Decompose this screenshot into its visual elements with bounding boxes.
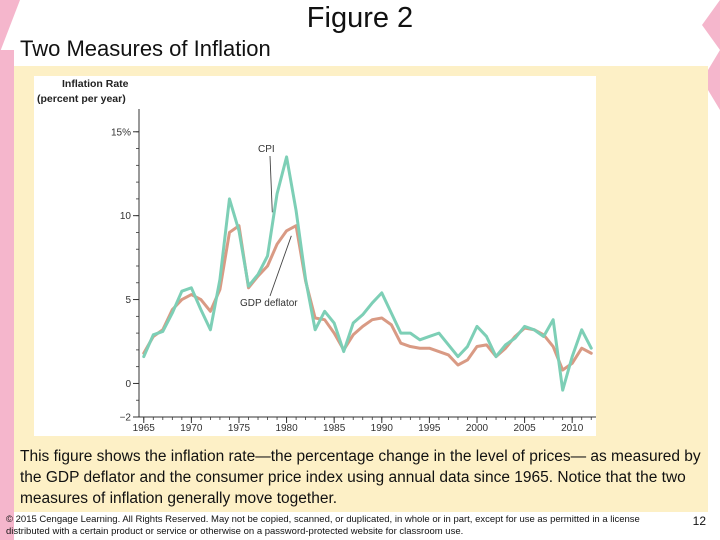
x-tick-label: 1965: [133, 423, 156, 434]
x-tick-label: 1980: [275, 423, 298, 434]
y-tick-label: 5: [125, 295, 131, 306]
x-tick-label: 1975: [228, 423, 251, 434]
x-tick-label: 1985: [323, 423, 346, 434]
slide-subtitle: Two Measures of Inflation: [20, 36, 271, 61]
annotation-gdp-leader: [269, 235, 292, 297]
y-axis-title: Inflation Rate: [62, 78, 129, 90]
series-line-gdp-deflator: [142, 224, 593, 372]
x-tick-label: 1995: [418, 423, 441, 434]
x-tick-label: 2005: [513, 423, 536, 434]
page-number: 12: [692, 514, 706, 528]
annotation-gdp-deflator: GDP deflator: [240, 298, 298, 309]
x-tick-label: 2000: [466, 423, 489, 434]
annotation-cpi: CPI: [258, 144, 275, 155]
annotation-cpi-leader: [269, 155, 273, 213]
y-tick-label: 0: [125, 379, 131, 390]
y-axis-subtitle: (percent per year): [37, 93, 126, 105]
x-tick-label: 1970: [180, 423, 203, 434]
corner-decoration: [0, 0, 20, 52]
x-tick-label: 1990: [371, 423, 394, 434]
y-tick-label: −2: [120, 413, 132, 424]
figure-caption: This figure shows the inflation rate—the…: [20, 448, 701, 507]
chart-background: [34, 76, 596, 436]
y-tick-label: 10: [120, 211, 132, 222]
x-tick-label: 2010: [561, 423, 584, 434]
y-tick-label: 15%: [111, 127, 131, 138]
slide-title: Figure 2: [306, 2, 414, 34]
series-line-cpi: [142, 155, 593, 392]
copyright-footer: © 2015 Cengage Learning. All Rights Rese…: [6, 514, 640, 537]
left-accent-bar: [0, 50, 14, 540]
